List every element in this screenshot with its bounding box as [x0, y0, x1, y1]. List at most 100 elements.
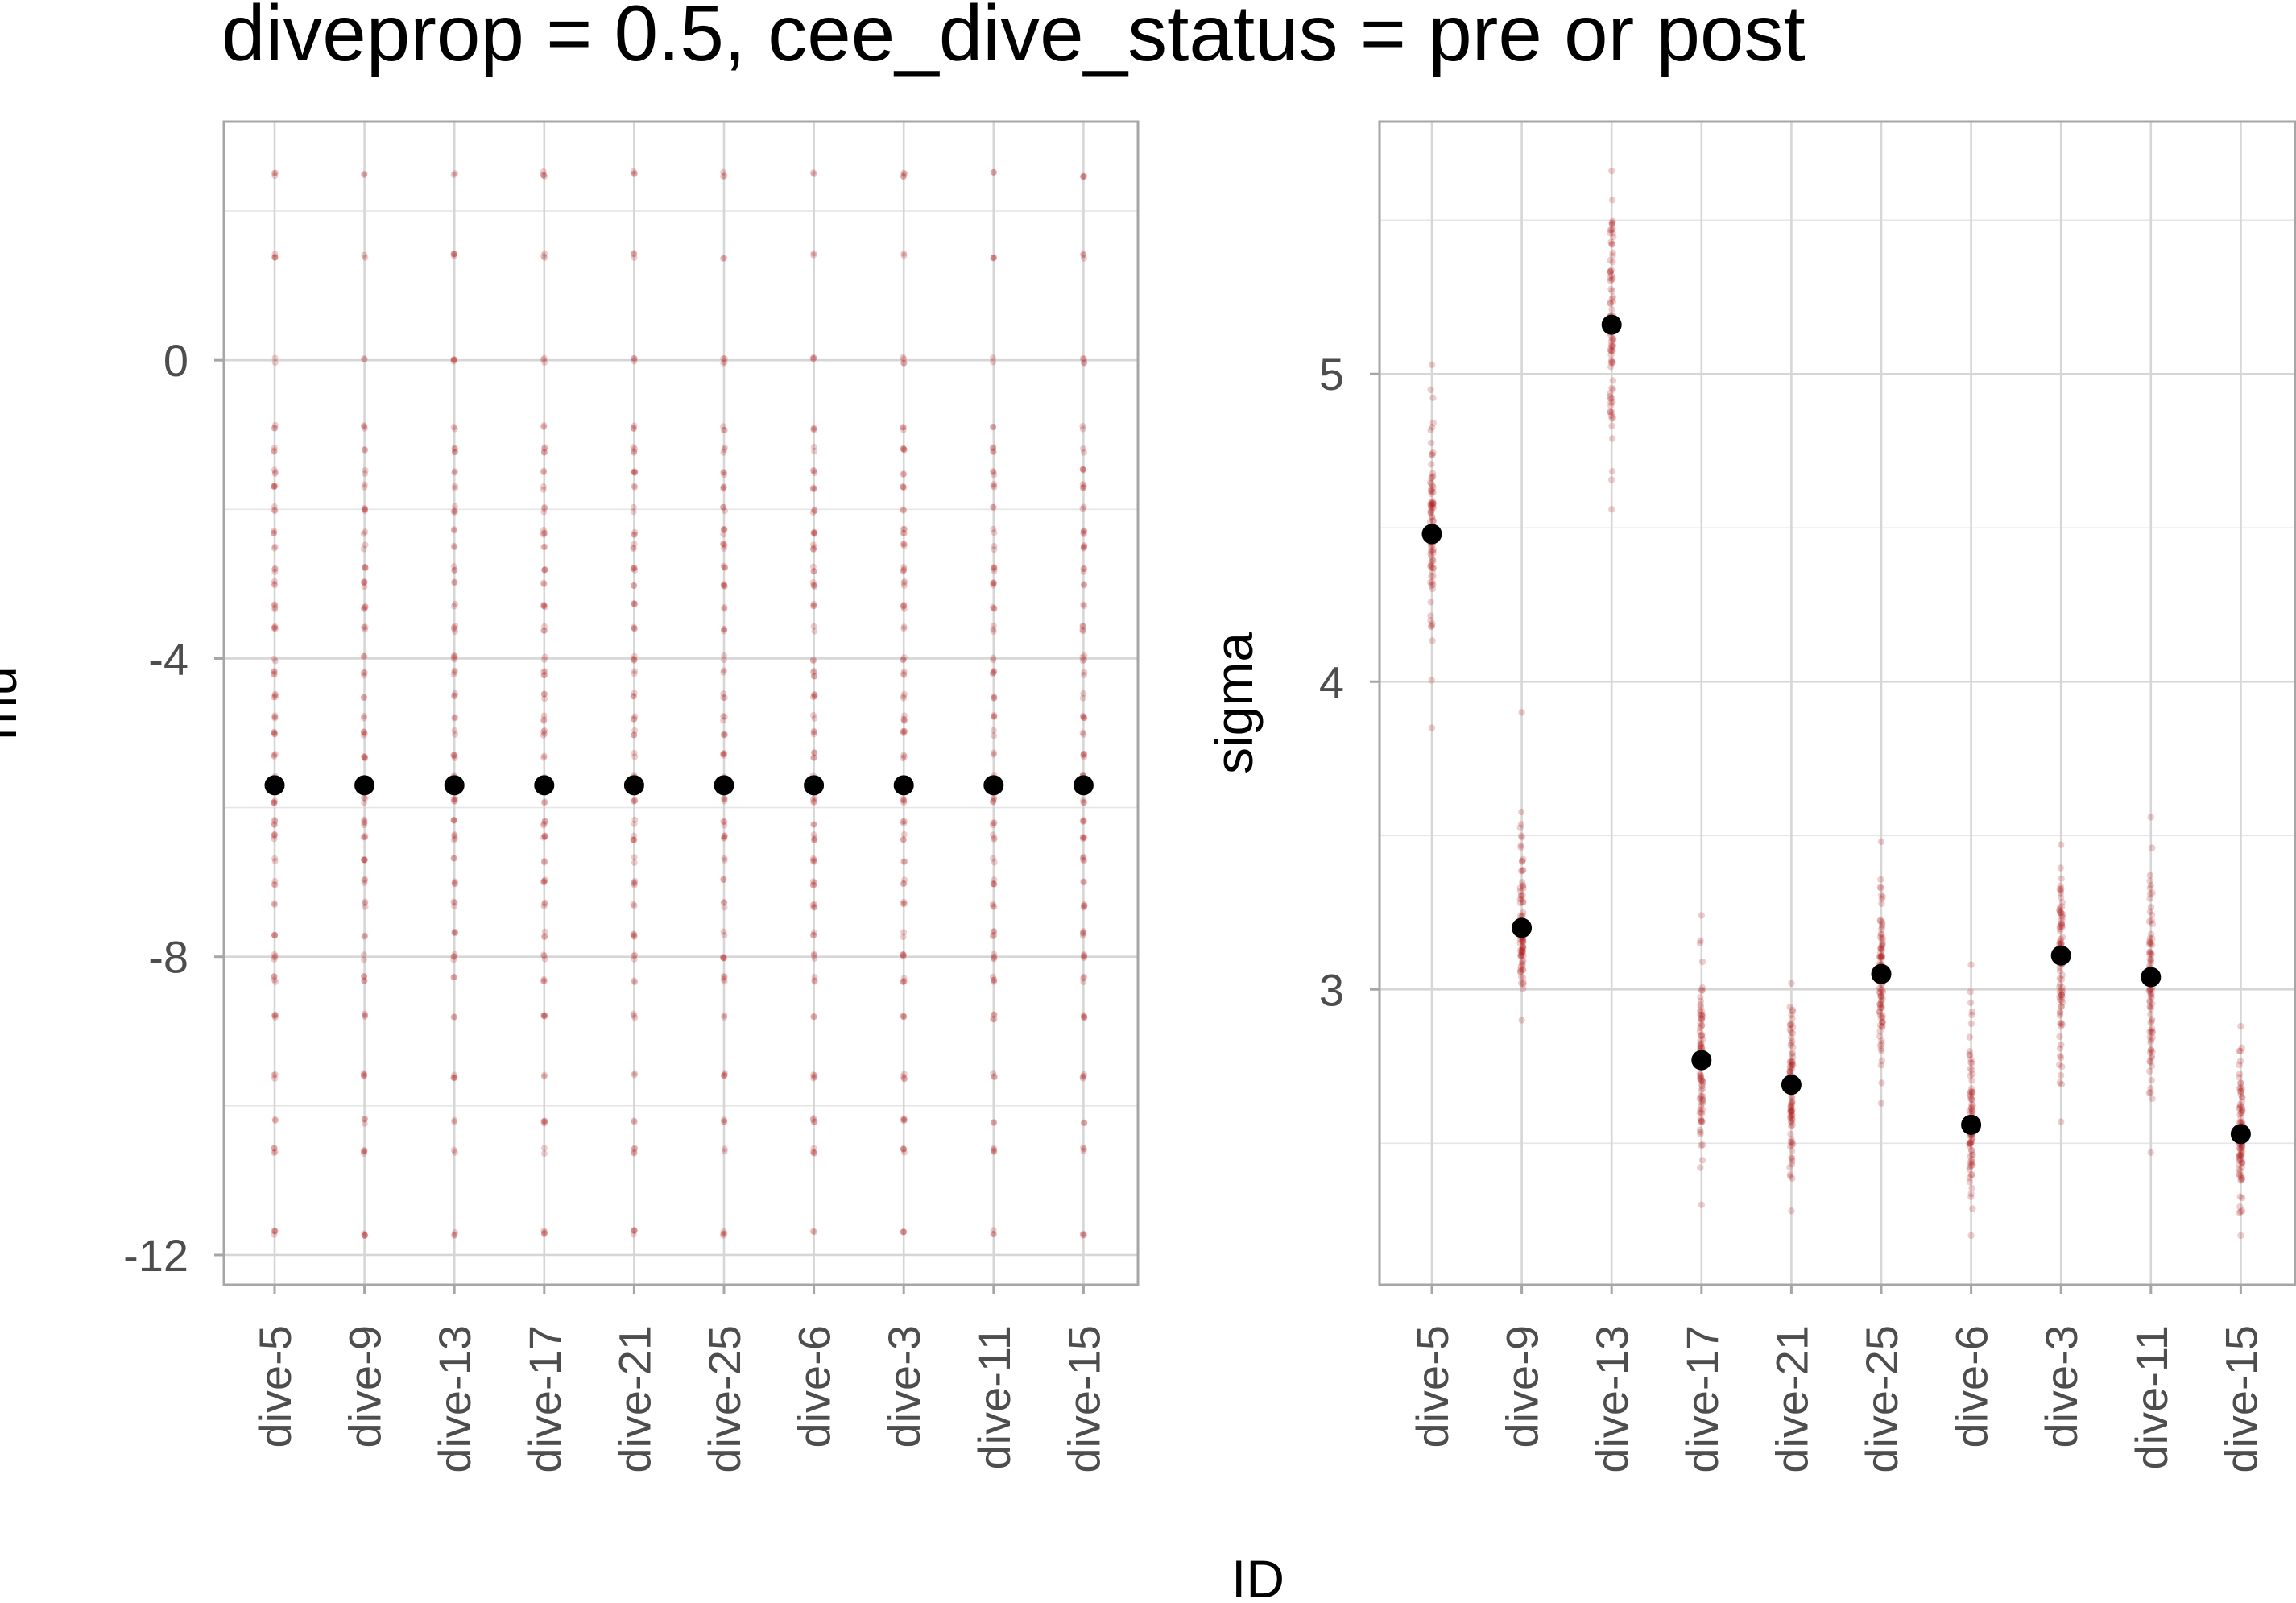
- draw-point: [721, 794, 728, 802]
- draw-point: [990, 424, 997, 431]
- draw-point: [1698, 1011, 1706, 1018]
- draw-point: [1427, 550, 1434, 557]
- draw-point: [540, 656, 548, 663]
- draw-point: [1878, 1047, 1885, 1055]
- draw-point: [1879, 986, 1886, 994]
- draw-point: [450, 356, 457, 363]
- draw-point: [1519, 942, 1527, 950]
- draw-point: [630, 168, 637, 175]
- draw-point: [810, 623, 817, 630]
- draw-point: [1967, 1085, 1975, 1092]
- draw-point: [2236, 1047, 2243, 1054]
- draw-point: [2149, 1000, 2156, 1008]
- draw-point: [271, 624, 279, 632]
- draw-point: [721, 904, 728, 911]
- draw-point: [2056, 906, 2063, 913]
- draw-point: [631, 881, 638, 888]
- draw-point: [1699, 1100, 1706, 1107]
- draw-point: [2147, 1089, 2154, 1096]
- draw-point: [540, 978, 548, 985]
- draw-point: [1789, 1121, 1796, 1129]
- draw-point: [1080, 731, 1087, 738]
- draw-point: [1788, 1115, 1796, 1122]
- draw-point: [271, 694, 279, 701]
- draw-point: [1787, 1113, 1794, 1120]
- draw-point: [2146, 987, 2153, 994]
- draw-point: [631, 354, 638, 362]
- draw-point: [1608, 408, 1616, 416]
- draw-point: [1789, 1158, 1796, 1165]
- draw-point: [810, 1115, 817, 1122]
- draw-point: [1789, 1174, 1796, 1182]
- draw-point: [900, 250, 908, 257]
- draw-point: [451, 902, 458, 909]
- draw-point: [810, 951, 817, 958]
- draw-point: [1079, 481, 1086, 488]
- draw-point: [1608, 295, 1615, 303]
- draw-point: [451, 667, 458, 674]
- draws-dive-6: [1966, 961, 1976, 1240]
- draw-point: [540, 424, 548, 431]
- draw-point: [1429, 488, 1437, 496]
- draw-point: [1698, 1157, 1706, 1164]
- draw-point: [2146, 997, 2153, 1004]
- draw-point: [1878, 952, 1885, 959]
- draw-point: [271, 483, 278, 491]
- draw-point: [1428, 512, 1436, 520]
- draw-point: [810, 952, 817, 959]
- draw-point: [721, 978, 728, 985]
- estimate-point-dive-6: [1961, 1114, 1982, 1135]
- draw-point: [990, 1070, 997, 1077]
- draw-point: [1787, 1058, 1794, 1066]
- draw-point: [901, 858, 908, 865]
- draw-point: [1788, 1098, 1796, 1105]
- draw-point: [540, 712, 548, 719]
- draw-point: [1968, 1096, 1976, 1104]
- draw-point: [1697, 937, 1704, 944]
- draw-point: [361, 356, 368, 363]
- draw-point: [1789, 1106, 1796, 1113]
- draw-point: [271, 670, 278, 677]
- draw-point: [540, 731, 547, 739]
- draw-point: [720, 541, 727, 548]
- draw-point: [1428, 677, 1435, 684]
- draw-point: [1969, 1162, 1976, 1169]
- draw-point: [631, 836, 638, 843]
- draw-point: [271, 1149, 279, 1156]
- draw-point: [630, 1231, 637, 1238]
- draw-point: [1428, 622, 1435, 629]
- draw-point: [1788, 1060, 1796, 1067]
- draw-point: [1080, 751, 1087, 758]
- draw-point: [721, 822, 728, 829]
- draw-point: [2146, 1058, 2153, 1065]
- draw-point: [1698, 958, 1706, 966]
- draw-point: [1789, 1029, 1797, 1037]
- draw-point: [1079, 855, 1086, 862]
- draw-point: [809, 901, 817, 909]
- draw-point: [1696, 1028, 1704, 1035]
- draw-point: [1787, 1138, 1795, 1145]
- draw-point: [631, 731, 638, 739]
- draw-point: [451, 835, 458, 842]
- draw-point: [811, 628, 818, 635]
- draw-point: [540, 544, 548, 551]
- draw-point: [271, 821, 278, 828]
- draw-point: [451, 544, 458, 551]
- draw-point: [2056, 885, 2064, 893]
- draw-point: [1697, 1040, 1704, 1047]
- draw-point: [1966, 1153, 1974, 1160]
- draw-point: [1518, 960, 1526, 967]
- draw-point: [541, 668, 548, 675]
- draw-point: [271, 715, 279, 722]
- draw-point: [1968, 1156, 1975, 1163]
- draw-point: [451, 578, 458, 586]
- draw-point: [541, 730, 548, 737]
- draw-point: [450, 796, 457, 803]
- draw-point: [900, 898, 908, 905]
- draw-point: [1697, 993, 1704, 1001]
- draw-point: [900, 951, 907, 958]
- draw-point: [1080, 952, 1087, 959]
- draw-point: [1519, 891, 1526, 899]
- draw-point: [1967, 1072, 1974, 1079]
- draw-point: [990, 468, 997, 475]
